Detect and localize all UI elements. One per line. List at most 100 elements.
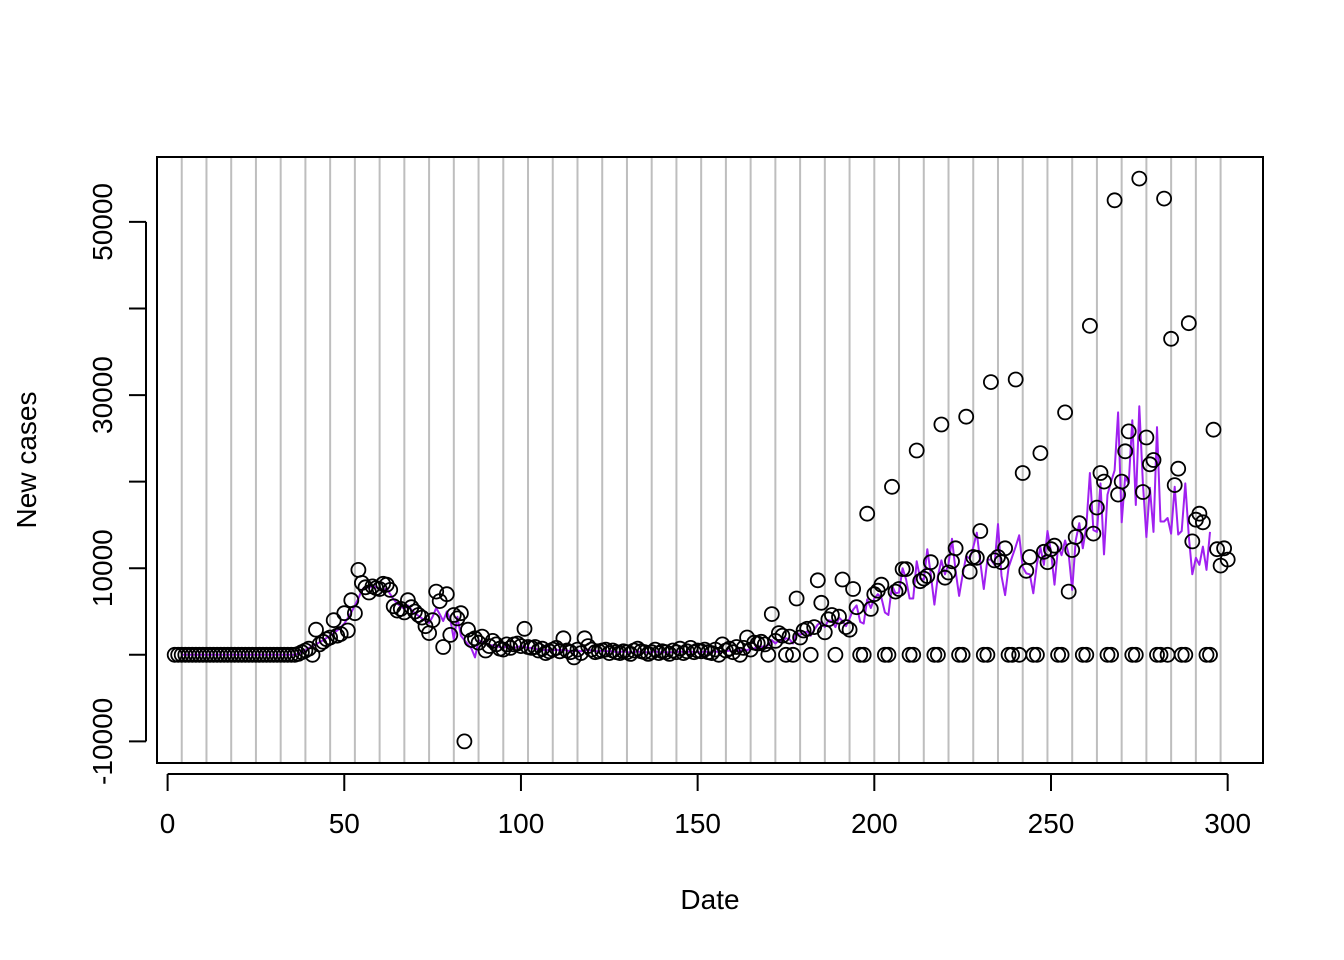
data-point <box>1198 646 1215 663</box>
data-point <box>1021 549 1038 565</box>
data-point <box>778 646 794 663</box>
data-point <box>325 612 342 629</box>
data-point <box>968 549 985 566</box>
data-point <box>1007 371 1024 388</box>
data-point <box>308 621 324 638</box>
data-point <box>332 626 349 642</box>
data-point <box>1113 473 1130 490</box>
plot-frame <box>156 156 1264 764</box>
data-point <box>813 594 830 611</box>
data-point <box>1202 646 1218 663</box>
data-point <box>1209 541 1225 558</box>
data-point <box>898 561 914 577</box>
data-point <box>972 523 989 539</box>
data-point <box>961 563 978 580</box>
data-point <box>1014 465 1031 481</box>
data-point <box>954 646 971 663</box>
data-point <box>845 581 861 597</box>
data-point <box>1173 646 1190 663</box>
data-point <box>1195 514 1211 531</box>
data-point <box>862 601 879 617</box>
data-point <box>428 583 445 600</box>
data-point <box>859 505 876 522</box>
data-point <box>672 640 688 657</box>
data-point <box>908 442 925 459</box>
data-point <box>880 646 897 663</box>
data-point <box>1046 537 1063 554</box>
x-tick-label: 0 <box>160 808 176 839</box>
data-point <box>647 641 664 658</box>
trend-line <box>181 405 1211 659</box>
data-point <box>1219 551 1236 568</box>
data-point <box>1096 473 1112 490</box>
data-point <box>809 572 826 589</box>
x-tick-label: 150 <box>674 808 721 839</box>
data-point <box>951 646 967 663</box>
data-point <box>1060 583 1077 600</box>
data-point <box>887 583 904 600</box>
data-point <box>597 641 614 658</box>
data-point <box>802 646 819 663</box>
data-point <box>771 625 787 641</box>
data-point <box>1106 192 1123 209</box>
data-point <box>516 620 533 637</box>
x-axis: 0 50 100 150 200 250 300 <box>160 773 1251 839</box>
data-point <box>901 646 918 663</box>
data-point <box>1135 484 1151 500</box>
data-point <box>940 564 957 581</box>
data-point <box>781 628 798 645</box>
data-point <box>1004 646 1020 663</box>
data-point <box>696 641 713 658</box>
data-point <box>756 636 773 653</box>
data-point <box>827 646 844 663</box>
data-point <box>922 554 939 571</box>
data-point <box>915 570 932 587</box>
data-point <box>852 646 869 663</box>
case-points-series <box>166 170 1236 750</box>
data-point <box>1025 646 1042 663</box>
data-point <box>979 646 996 663</box>
data-point <box>824 607 840 623</box>
data-point <box>855 646 872 663</box>
data-point <box>926 646 943 663</box>
data-point <box>975 646 992 663</box>
data-point <box>838 619 854 635</box>
data-point <box>1127 646 1144 663</box>
data-point <box>958 408 975 425</box>
data-point <box>1053 646 1070 663</box>
data-point <box>1163 330 1179 347</box>
data-point <box>1170 460 1187 477</box>
data-point <box>467 630 483 647</box>
data-point <box>343 592 360 609</box>
data-point <box>424 612 441 629</box>
y-tick-label: 50000 <box>87 183 118 261</box>
data-point <box>933 416 950 433</box>
data-point <box>930 646 946 663</box>
data-point <box>509 635 526 652</box>
data-point <box>1043 541 1059 558</box>
data-point <box>1166 477 1183 494</box>
data-point <box>873 576 890 593</box>
data-point <box>1177 646 1194 663</box>
data-point <box>435 639 452 655</box>
data-point <box>452 605 469 622</box>
data-point <box>997 540 1013 557</box>
data-point <box>456 733 473 750</box>
data-point <box>350 562 367 578</box>
data-point <box>1082 317 1098 334</box>
data-point <box>1184 533 1201 550</box>
data-point <box>1074 646 1091 663</box>
data-point <box>1089 499 1105 516</box>
data-point <box>1029 646 1045 663</box>
data-point <box>1124 646 1141 663</box>
x-tick-label: 300 <box>1204 808 1251 839</box>
data-point <box>1142 456 1158 473</box>
data-point <box>820 611 837 628</box>
data-point <box>1216 540 1232 557</box>
data-point <box>760 646 777 663</box>
data-point <box>1120 423 1137 440</box>
data-point <box>1191 505 1208 522</box>
y-tick-label: 30000 <box>87 356 118 434</box>
trend-line-series <box>181 405 1211 659</box>
